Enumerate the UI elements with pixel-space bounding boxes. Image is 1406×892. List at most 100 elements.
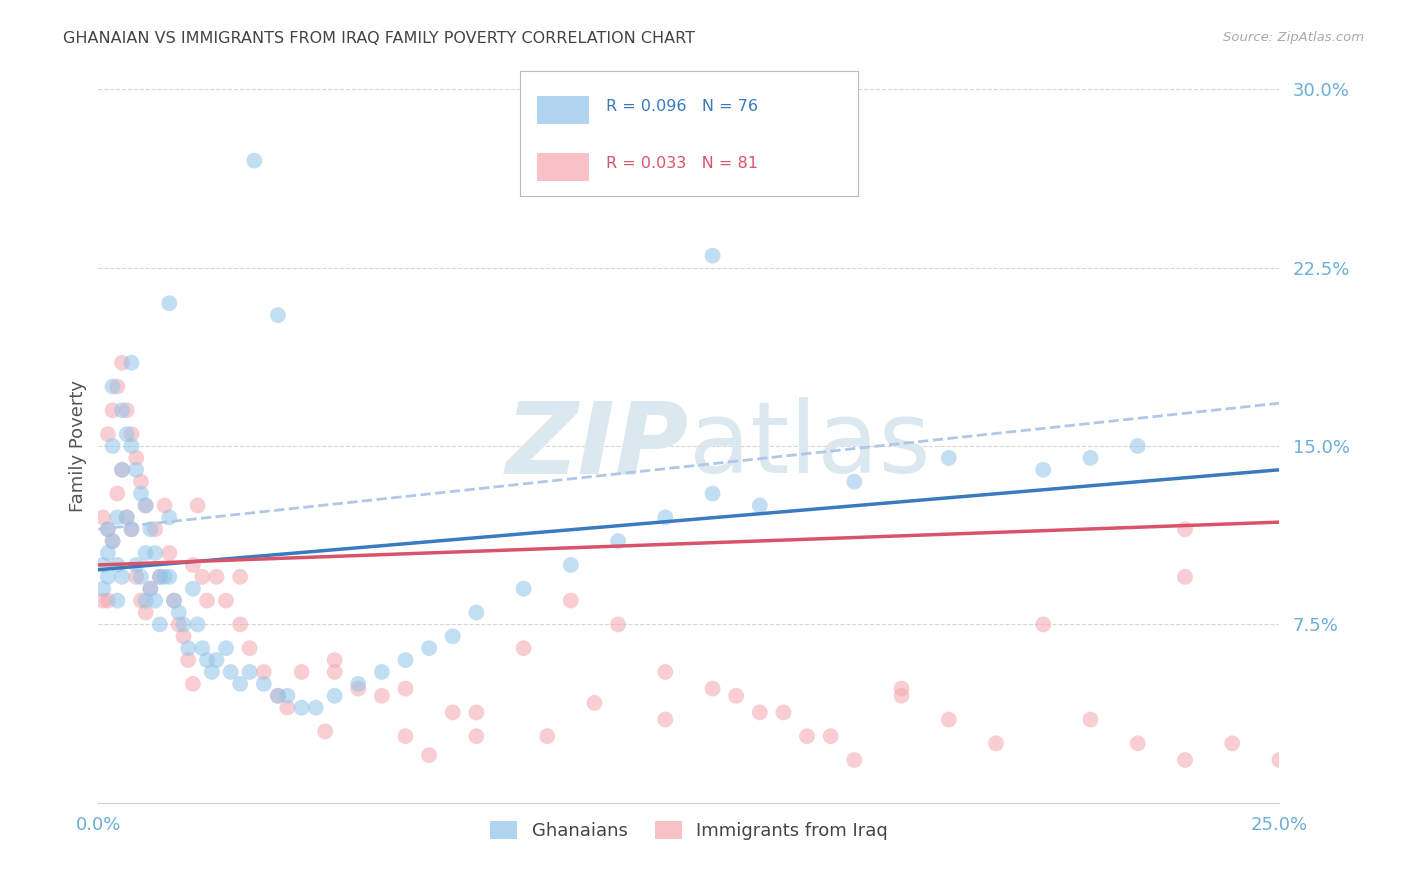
Point bbox=[938, 450, 960, 465]
Point bbox=[371, 665, 394, 679]
Point bbox=[748, 706, 770, 720]
Point bbox=[890, 681, 912, 696]
Point bbox=[129, 593, 152, 607]
Point bbox=[125, 570, 148, 584]
Point bbox=[167, 617, 190, 632]
Point bbox=[205, 653, 228, 667]
Point bbox=[157, 570, 180, 584]
Point bbox=[143, 522, 166, 536]
Point bbox=[267, 689, 290, 703]
Point bbox=[101, 534, 124, 549]
Point bbox=[115, 403, 138, 417]
Point bbox=[125, 558, 148, 572]
Point bbox=[890, 689, 912, 703]
Bar bbox=[537, 153, 589, 181]
Point bbox=[105, 379, 128, 393]
Point bbox=[347, 681, 370, 696]
Point bbox=[796, 729, 818, 743]
Point bbox=[560, 558, 582, 572]
Point bbox=[267, 308, 290, 322]
Point bbox=[725, 689, 748, 703]
Point bbox=[143, 546, 166, 560]
Point bbox=[172, 617, 194, 632]
Point bbox=[115, 510, 138, 524]
Point bbox=[239, 641, 262, 656]
Point bbox=[191, 641, 214, 656]
Point bbox=[105, 510, 128, 524]
Point bbox=[654, 713, 676, 727]
Point bbox=[191, 570, 214, 584]
Point bbox=[187, 617, 209, 632]
Point bbox=[1032, 617, 1054, 632]
Point bbox=[153, 570, 176, 584]
Point bbox=[290, 665, 312, 679]
Point bbox=[91, 510, 114, 524]
Point bbox=[560, 593, 582, 607]
Point bbox=[121, 522, 143, 536]
Point bbox=[105, 558, 128, 572]
Point bbox=[163, 593, 186, 607]
Point bbox=[101, 379, 124, 393]
Point bbox=[441, 706, 464, 720]
Text: R = 0.096   N = 76: R = 0.096 N = 76 bbox=[606, 99, 758, 114]
Point bbox=[1268, 753, 1291, 767]
Point bbox=[305, 700, 328, 714]
Point bbox=[135, 593, 157, 607]
Point bbox=[121, 427, 143, 442]
Point bbox=[111, 356, 134, 370]
Point bbox=[139, 582, 162, 596]
Point bbox=[139, 582, 162, 596]
Point bbox=[181, 582, 204, 596]
Point bbox=[101, 403, 124, 417]
Point bbox=[167, 606, 190, 620]
Point bbox=[111, 570, 134, 584]
Point bbox=[205, 570, 228, 584]
Point bbox=[97, 546, 120, 560]
Point bbox=[984, 736, 1007, 750]
Point bbox=[125, 450, 148, 465]
Point bbox=[219, 665, 242, 679]
Point bbox=[97, 522, 120, 536]
Point bbox=[512, 641, 534, 656]
Point bbox=[1220, 736, 1243, 750]
Point bbox=[105, 486, 128, 500]
Point bbox=[163, 593, 186, 607]
Bar bbox=[537, 95, 589, 124]
Point bbox=[465, 729, 488, 743]
Point bbox=[276, 689, 298, 703]
Legend: Ghanaians, Immigrants from Iraq: Ghanaians, Immigrants from Iraq bbox=[482, 814, 896, 847]
Point bbox=[181, 677, 204, 691]
Point bbox=[121, 439, 143, 453]
Point bbox=[323, 665, 346, 679]
Point bbox=[215, 593, 238, 607]
Point bbox=[91, 593, 114, 607]
Text: GHANAIAN VS IMMIGRANTS FROM IRAQ FAMILY POVERTY CORRELATION CHART: GHANAIAN VS IMMIGRANTS FROM IRAQ FAMILY … bbox=[63, 31, 696, 46]
Point bbox=[215, 641, 238, 656]
Point bbox=[115, 427, 138, 442]
Point bbox=[97, 427, 120, 442]
Point bbox=[111, 403, 134, 417]
Point bbox=[91, 558, 114, 572]
Point bbox=[1174, 570, 1197, 584]
Text: Source: ZipAtlas.com: Source: ZipAtlas.com bbox=[1223, 31, 1364, 45]
Point bbox=[115, 510, 138, 524]
Point bbox=[702, 486, 724, 500]
Point bbox=[97, 593, 120, 607]
Point bbox=[844, 753, 866, 767]
Point bbox=[135, 606, 157, 620]
Point bbox=[371, 689, 394, 703]
Point bbox=[111, 463, 134, 477]
Point bbox=[820, 729, 842, 743]
Point bbox=[323, 689, 346, 703]
Point bbox=[536, 729, 558, 743]
Point bbox=[394, 729, 416, 743]
Point bbox=[149, 617, 172, 632]
Point bbox=[149, 570, 172, 584]
Point bbox=[276, 700, 298, 714]
Point bbox=[121, 356, 143, 370]
Y-axis label: Family Poverty: Family Poverty bbox=[69, 380, 87, 512]
Point bbox=[172, 629, 194, 643]
Point bbox=[195, 653, 218, 667]
Point bbox=[748, 499, 770, 513]
Point bbox=[394, 653, 416, 667]
